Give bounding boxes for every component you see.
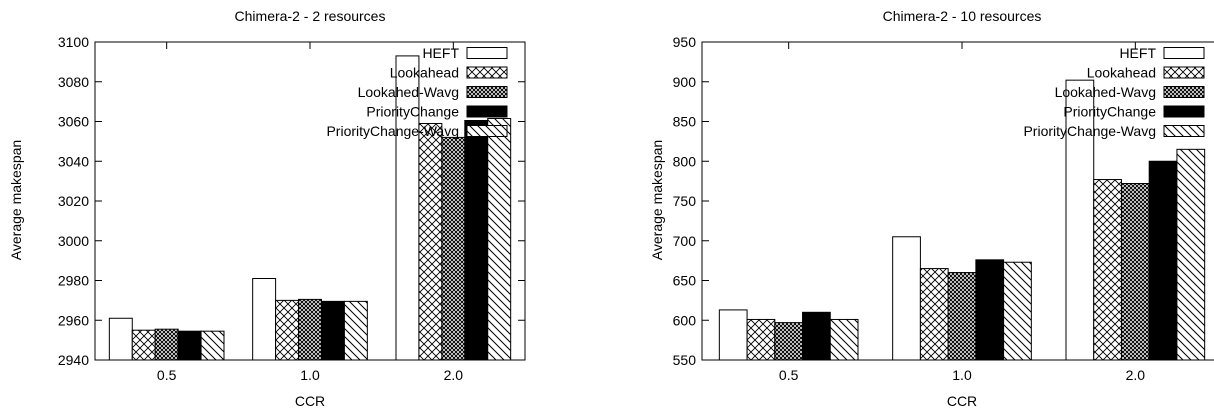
legend-label-heft: HEFT: [1119, 45, 1156, 61]
plot-frame: [94, 41, 526, 361]
legend-swatch-lookahead: [466, 66, 508, 79]
legend-label-lookahed-wavg: Lookahed-Wavg: [358, 84, 459, 100]
plot-frame: [701, 41, 1214, 361]
x-axis-label: CCR: [947, 393, 977, 409]
x-axis-label: CCR: [295, 393, 325, 409]
y-tick-label: 700: [673, 233, 697, 249]
x-tick-label: 0.5: [779, 367, 799, 383]
y-tick-label: 3000: [58, 233, 89, 249]
legend-swatch-heft: [1163, 47, 1205, 59]
bar-lookahead-1-0: [919, 268, 949, 361]
legend-label-lookahead: Lookahead: [1087, 65, 1156, 81]
legend-label-prioritychange: PriorityChange: [366, 104, 459, 120]
bar-prioritychange-wavg-2-0: [487, 118, 512, 361]
chart-10-resources: Chimera-2 - 10 resources CCR Average mak…: [649, 8, 1214, 409]
bar-prioritychange-wavg-0-5: [829, 318, 859, 361]
bar-prioritychange-2-0: [1148, 160, 1178, 361]
bar-prioritychange-1-0: [320, 300, 345, 361]
bar-heft-1-0: [252, 278, 277, 361]
legend-swatch-lookahed-wavg: [466, 86, 508, 98]
legend-swatch-prioritychange: [466, 105, 508, 118]
y-tick-label: 850: [673, 114, 697, 130]
legend-swatch-prioritychange: [1163, 105, 1205, 118]
bar-prioritychange-wavg-1-0: [1003, 261, 1032, 361]
bar-lookahed-wavg-0-5: [774, 322, 804, 361]
bar-lookahead-0-5: [746, 318, 776, 361]
y-tick-label: 3020: [58, 193, 89, 209]
legend-label-lookahead: Lookahead: [390, 65, 459, 81]
y-tick-label: 2960: [58, 312, 89, 328]
bar-prioritychange-0-5: [802, 311, 831, 361]
bar-lookahead-2-0: [418, 122, 443, 361]
bar-lookahead-0-5: [131, 329, 156, 361]
legend-swatch-prioritychange-wavg: [466, 125, 508, 137]
y-tick-label: 2940: [58, 352, 89, 368]
y-tick-label: 750: [673, 193, 697, 209]
y-tick-label: 600: [673, 312, 697, 328]
bar-prioritychange-2-0: [464, 120, 489, 361]
bar-lookahed-wavg-1-0: [298, 298, 322, 361]
x-tick-label: 1.0: [300, 367, 320, 383]
bar-heft-0-5: [718, 309, 748, 361]
bar-lookahed-wavg-1-0: [947, 272, 977, 361]
bar-prioritychange-1-0: [975, 259, 1005, 361]
bar-lookahed-wavg-2-0: [441, 136, 466, 361]
legend-swatch-lookahed-wavg: [1163, 86, 1205, 98]
y-tick-label: 650: [673, 273, 697, 289]
bar-lookahed-wavg-0-5: [154, 328, 179, 361]
bar-heft-2-0: [395, 55, 420, 361]
bar-lookahed-wavg-2-0: [1120, 183, 1150, 361]
bar-heft-0-5: [108, 317, 133, 361]
chart-title: Chimera-2 - 10 resources: [883, 8, 1042, 24]
legend-label-heft: HEFT: [422, 45, 459, 61]
y-tick-label: 800: [673, 153, 697, 169]
y-axis-label: Average makespan: [649, 140, 665, 260]
legend-label-prioritychange-wavg: PriorityChange-Wavg: [326, 123, 459, 139]
y-tick-label: 550: [673, 352, 697, 368]
bar-lookahead-2-0: [1093, 179, 1122, 361]
bar-prioritychange-0-5: [177, 330, 202, 361]
bar-prioritychange-wavg-2-0: [1176, 148, 1206, 361]
y-tick-label: 3100: [58, 34, 89, 50]
x-tick-label: 0.5: [157, 367, 177, 383]
bar-lookahead-1-0: [275, 299, 300, 361]
y-tick-label: 3040: [58, 153, 89, 169]
legend-swatch-prioritychange-wavg: [1163, 125, 1205, 137]
y-tick-label: 950: [673, 34, 697, 50]
y-axis-label: Average makespan: [8, 140, 24, 260]
y-tick-label: 3080: [58, 74, 89, 90]
x-tick-label: 2.0: [444, 367, 464, 383]
x-tick-label: 2.0: [1126, 367, 1146, 383]
chart-2-resources: Chimera-2 - 2 resources CCR Average make…: [8, 8, 526, 409]
bar-prioritychange-wavg-0-5: [200, 330, 225, 361]
y-tick-label: 2980: [58, 273, 89, 289]
bar-prioritychange-wavg-1-0: [343, 300, 368, 361]
chart-title: Chimera-2 - 2 resources: [235, 8, 386, 24]
y-tick-label: 900: [673, 74, 697, 90]
y-tick-label: 3060: [58, 114, 89, 130]
legend-label-lookahed-wavg: Lookahed-Wavg: [1055, 84, 1156, 100]
legend-label-prioritychange: PriorityChange: [1063, 104, 1156, 120]
legend-swatch-lookahead: [1163, 66, 1205, 79]
legend-swatch-heft: [466, 47, 508, 59]
legend-label-prioritychange-wavg: PriorityChange-Wavg: [1023, 123, 1156, 139]
x-tick-label: 1.0: [952, 367, 972, 383]
bar-heft-1-0: [892, 236, 921, 361]
